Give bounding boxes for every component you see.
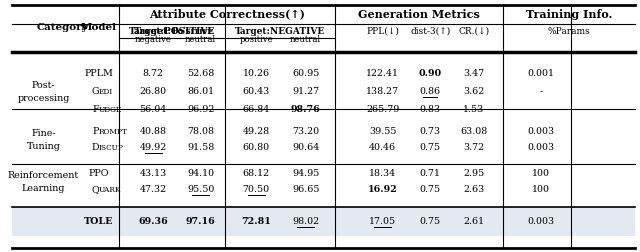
Text: 91.58: 91.58: [187, 143, 214, 152]
Text: 16.92: 16.92: [368, 185, 397, 195]
Text: positive: positive: [239, 35, 273, 44]
Text: 39.55: 39.55: [369, 128, 397, 137]
Text: 0.86: 0.86: [420, 87, 441, 97]
Text: -: -: [540, 87, 543, 97]
Text: 265.79: 265.79: [366, 106, 399, 114]
Text: G: G: [92, 87, 99, 97]
Text: 3.72: 3.72: [463, 143, 484, 152]
Text: 100: 100: [532, 169, 550, 177]
Text: Target:POSITIVE: Target:POSITIVE: [129, 26, 215, 36]
Text: Target:: Target:: [134, 26, 172, 36]
Text: 68.12: 68.12: [243, 169, 269, 177]
Text: Q: Q: [91, 185, 99, 195]
Text: PPL(↓): PPL(↓): [366, 26, 399, 36]
Text: 60.95: 60.95: [292, 70, 319, 79]
Text: 26.80: 26.80: [140, 87, 167, 97]
Text: 96.92: 96.92: [187, 106, 214, 114]
Text: PPO: PPO: [88, 169, 109, 177]
Text: 49.28: 49.28: [243, 128, 269, 137]
Text: 0.90: 0.90: [419, 70, 442, 79]
Text: 0.71: 0.71: [420, 169, 441, 177]
Text: 0.83: 0.83: [420, 106, 441, 114]
Text: 90.64: 90.64: [292, 143, 319, 152]
Text: Model: Model: [81, 23, 117, 33]
Text: 0.75: 0.75: [420, 143, 441, 152]
Text: Reinforcement
Learning: Reinforcement Learning: [8, 171, 79, 193]
Text: 78.08: 78.08: [188, 128, 214, 137]
Bar: [12, 207, 635, 236]
Text: Post-
processing: Post- processing: [17, 81, 70, 103]
Text: 43.13: 43.13: [140, 169, 167, 177]
Text: 98.02: 98.02: [292, 217, 319, 227]
Text: 10.26: 10.26: [243, 70, 269, 79]
Text: Category: Category: [36, 23, 88, 33]
Text: 95.50: 95.50: [187, 185, 214, 195]
Text: 0.75: 0.75: [420, 217, 441, 227]
Text: 52.68: 52.68: [187, 70, 214, 79]
Text: Generation Metrics: Generation Metrics: [358, 9, 481, 19]
Text: 94.10: 94.10: [188, 169, 214, 177]
Text: Training Info.: Training Info.: [526, 9, 612, 19]
Text: CR.(↓): CR.(↓): [458, 26, 490, 36]
Text: 60.43: 60.43: [243, 87, 270, 97]
Text: 0.73: 0.73: [420, 128, 441, 137]
Text: 96.65: 96.65: [292, 185, 319, 195]
Text: 94.95: 94.95: [292, 169, 319, 177]
Text: 0.75: 0.75: [420, 185, 441, 195]
Text: 138.27: 138.27: [366, 87, 399, 97]
Text: 18.34: 18.34: [369, 169, 396, 177]
Text: 1.53: 1.53: [463, 106, 484, 114]
Text: 0.003: 0.003: [527, 217, 555, 227]
Text: 40.46: 40.46: [369, 143, 396, 152]
Text: Pᴏˈsɪᴛɪᴠᴇ: Pᴏˈsɪᴛɪᴠᴇ: [172, 26, 214, 36]
Text: 122.41: 122.41: [366, 70, 399, 79]
Text: EDI: EDI: [99, 88, 113, 96]
Text: 49.92: 49.92: [140, 143, 167, 152]
Text: negative: negative: [135, 35, 172, 44]
Text: 69.36: 69.36: [138, 217, 168, 227]
Text: D: D: [92, 143, 99, 152]
Text: TOLE: TOLE: [84, 217, 113, 227]
Text: 70.50: 70.50: [243, 185, 269, 195]
Text: Fine-
Tuning: Fine- Tuning: [26, 129, 60, 151]
Text: -: -: [540, 106, 543, 114]
Text: 0.001: 0.001: [527, 70, 555, 79]
Text: 60.80: 60.80: [243, 143, 269, 152]
Text: 40.88: 40.88: [140, 128, 167, 137]
Text: 17.05: 17.05: [369, 217, 396, 227]
Text: 63.08: 63.08: [460, 128, 488, 137]
Text: Target:NEGATIVE: Target:NEGATIVE: [235, 26, 325, 36]
Text: 0.003: 0.003: [527, 128, 555, 137]
Text: 91.27: 91.27: [292, 87, 319, 97]
Text: 66.84: 66.84: [243, 106, 270, 114]
Text: UDGE: UDGE: [99, 106, 122, 114]
Text: 73.20: 73.20: [292, 128, 319, 137]
Text: 2.63: 2.63: [463, 185, 484, 195]
Text: ROMPT: ROMPT: [99, 128, 128, 136]
Text: 97.16: 97.16: [186, 217, 216, 227]
Text: 0.003: 0.003: [527, 143, 555, 152]
Text: ISCUP: ISCUP: [99, 144, 124, 152]
Text: F: F: [92, 106, 99, 114]
Text: UARK: UARK: [99, 186, 122, 194]
Text: 72.81: 72.81: [241, 217, 271, 227]
Text: 3.47: 3.47: [463, 70, 484, 79]
Text: 100: 100: [532, 185, 550, 195]
Text: 2.95: 2.95: [463, 169, 484, 177]
Text: 47.32: 47.32: [140, 185, 167, 195]
Text: dist-3(↑): dist-3(↑): [410, 26, 451, 36]
Text: 56.04: 56.04: [140, 106, 167, 114]
Text: Attribute Correctness(↑): Attribute Correctness(↑): [149, 9, 305, 19]
Text: neutral: neutral: [290, 35, 321, 44]
Text: PPLM: PPLM: [84, 70, 113, 79]
Text: 8.72: 8.72: [143, 70, 164, 79]
Text: P: P: [93, 128, 99, 137]
Text: 3.62: 3.62: [463, 87, 484, 97]
Text: neutral: neutral: [185, 35, 216, 44]
Text: 2.61: 2.61: [463, 217, 484, 227]
Text: %Params: %Params: [548, 26, 591, 36]
Text: 98.76: 98.76: [291, 106, 321, 114]
Text: 86.01: 86.01: [188, 87, 214, 97]
